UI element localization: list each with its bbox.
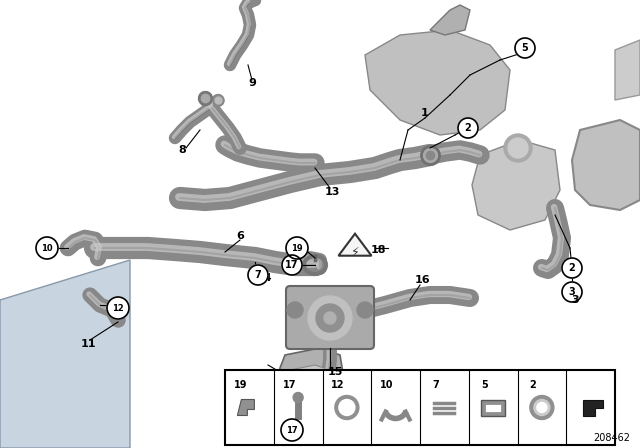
Text: 19: 19 [291, 244, 303, 253]
Circle shape [287, 302, 303, 318]
Circle shape [515, 38, 535, 58]
Circle shape [107, 297, 129, 319]
Polygon shape [339, 234, 371, 256]
FancyBboxPatch shape [286, 286, 374, 349]
Text: 1: 1 [421, 108, 429, 118]
Text: 6: 6 [236, 231, 244, 241]
Text: ⚡: ⚡ [351, 246, 360, 258]
Circle shape [534, 400, 550, 415]
Text: 19: 19 [234, 380, 247, 390]
Circle shape [357, 302, 373, 318]
Text: 10: 10 [380, 380, 394, 390]
Circle shape [335, 396, 359, 419]
Polygon shape [481, 400, 505, 415]
Text: 9: 9 [248, 78, 256, 88]
Text: 5: 5 [522, 43, 529, 53]
Circle shape [537, 402, 547, 413]
FancyBboxPatch shape [225, 370, 615, 445]
Text: 17: 17 [283, 380, 296, 390]
Text: 13: 13 [324, 187, 340, 197]
Text: 11: 11 [80, 339, 96, 349]
Text: 16: 16 [414, 275, 430, 285]
Text: 18: 18 [371, 245, 386, 255]
Polygon shape [430, 5, 470, 35]
Text: 12: 12 [112, 303, 124, 313]
Text: 208462: 208462 [593, 433, 630, 443]
Polygon shape [365, 30, 510, 135]
Text: 17: 17 [285, 260, 299, 270]
Polygon shape [485, 404, 501, 412]
Text: 17: 17 [286, 426, 298, 435]
Circle shape [286, 237, 308, 259]
Circle shape [248, 265, 268, 285]
Circle shape [282, 255, 302, 275]
Text: 10: 10 [41, 244, 53, 253]
Text: 3: 3 [571, 295, 579, 305]
Text: 15: 15 [327, 367, 342, 377]
Circle shape [316, 304, 344, 332]
Text: 7: 7 [432, 380, 439, 390]
Circle shape [339, 400, 355, 415]
Text: 3: 3 [568, 287, 575, 297]
Circle shape [36, 237, 58, 259]
Text: 7: 7 [255, 270, 261, 280]
Circle shape [562, 282, 582, 302]
Polygon shape [615, 40, 640, 100]
Text: 2: 2 [465, 123, 472, 133]
Polygon shape [237, 400, 254, 415]
Text: 2: 2 [568, 263, 575, 273]
Text: 12: 12 [332, 380, 345, 390]
Text: 8: 8 [178, 145, 186, 155]
Text: 2: 2 [530, 380, 536, 390]
Circle shape [281, 419, 303, 441]
Circle shape [504, 134, 532, 162]
Circle shape [530, 396, 554, 419]
Text: 14: 14 [257, 273, 273, 283]
Polygon shape [288, 365, 332, 410]
Circle shape [562, 258, 582, 278]
Circle shape [324, 312, 336, 324]
Polygon shape [0, 260, 130, 448]
Text: 5: 5 [481, 380, 488, 390]
Polygon shape [572, 120, 640, 210]
Polygon shape [582, 400, 603, 415]
Circle shape [458, 118, 478, 138]
Polygon shape [472, 140, 560, 230]
Circle shape [308, 296, 352, 340]
Circle shape [508, 138, 528, 158]
Circle shape [293, 392, 303, 402]
Polygon shape [278, 348, 345, 420]
